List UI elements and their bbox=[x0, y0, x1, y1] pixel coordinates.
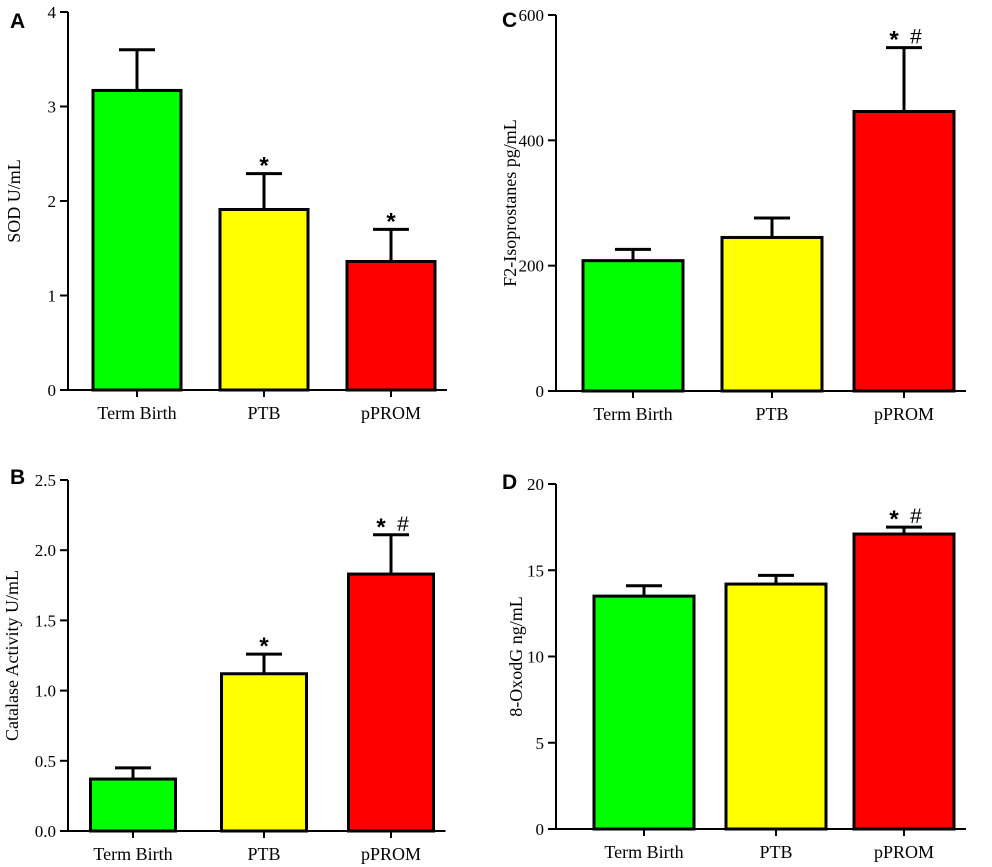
x-tick-label: Term Birth bbox=[593, 404, 672, 424]
significance-hash: # bbox=[910, 26, 922, 49]
x-tick-label: pPROM bbox=[874, 404, 934, 424]
error-bar bbox=[373, 533, 409, 575]
y-axis-label: F2-Isoprostanes pg/mL bbox=[500, 119, 520, 286]
panel-b: B Term Birth * PTB * # pPROM 0.0 0.5 1.0 1.5 2.0 2.5… bbox=[2, 466, 446, 864]
y-tick-label: 20 bbox=[527, 475, 544, 494]
bar-pprom bbox=[852, 532, 956, 831]
y-tick-label: 10 bbox=[527, 648, 544, 667]
y-tick-label: 2 bbox=[48, 192, 57, 211]
y-tick-label: 1.5 bbox=[35, 611, 56, 630]
error-bar bbox=[615, 247, 651, 261]
y-tick-label: 5 bbox=[536, 734, 545, 753]
y-axis-label: SOD U/mL bbox=[4, 159, 24, 243]
x-tick-label: pPROM bbox=[874, 842, 934, 862]
significance-marker: * bbox=[889, 506, 899, 533]
significance-marker: * bbox=[259, 153, 269, 180]
y-tick-label: 600 bbox=[519, 6, 545, 25]
x-tick-label: pPROM bbox=[361, 403, 421, 423]
bar-term-birth bbox=[89, 777, 177, 833]
significance-hash: # bbox=[910, 505, 922, 528]
y-tick-label: 3 bbox=[48, 98, 57, 117]
y-tick-label: 2.5 bbox=[35, 471, 56, 490]
bar-ptb bbox=[218, 208, 310, 392]
y-tick-label: 15 bbox=[527, 561, 544, 580]
y-axis-label: 8-OxodG ng/mL bbox=[506, 596, 526, 717]
error-bar bbox=[119, 48, 155, 91]
x-tick-label: Term Birth bbox=[97, 403, 176, 423]
error-bar bbox=[246, 652, 282, 674]
bar-term-birth bbox=[581, 259, 685, 393]
panel-letter: A bbox=[10, 10, 25, 33]
y-tick-label: 0 bbox=[536, 820, 545, 839]
significance-marker: * bbox=[376, 514, 386, 541]
x-tick-label: PTB bbox=[759, 842, 792, 862]
bar-term-birth bbox=[592, 594, 696, 831]
significance-marker: * bbox=[889, 27, 899, 54]
error-bar bbox=[754, 216, 790, 238]
error-bar bbox=[246, 172, 282, 210]
error-bar bbox=[758, 573, 794, 585]
panel-letter: D bbox=[502, 471, 517, 494]
error-bar bbox=[886, 525, 922, 535]
panel-letter: B bbox=[10, 466, 25, 489]
y-tick-label: 2.0 bbox=[35, 541, 56, 560]
panel-letter: C bbox=[502, 9, 517, 32]
x-tick-label: PTB bbox=[755, 404, 788, 424]
panel-a: A Term Birth * PTB * pPROM 0 1 2 3 4 SOD U/mL bbox=[4, 3, 447, 423]
x-tick-label: Term Birth bbox=[93, 844, 172, 864]
y-tick-label: 0.0 bbox=[35, 822, 56, 841]
y-tick-label: 0.5 bbox=[35, 752, 56, 771]
y-tick-label: 200 bbox=[519, 257, 545, 276]
significance-hash: # bbox=[397, 513, 409, 536]
y-tick-label: 1.0 bbox=[35, 682, 56, 701]
error-bar bbox=[373, 227, 409, 262]
bar-ptb bbox=[220, 672, 308, 833]
y-tick-label: 400 bbox=[519, 131, 545, 150]
panel-c: C Term Birth PTB * # pPROM 0 200 400 600 F2-Isopro… bbox=[500, 6, 966, 424]
error-bar bbox=[886, 46, 922, 112]
x-tick-label: pPROM bbox=[361, 844, 421, 864]
bar-ptb bbox=[720, 235, 824, 393]
x-tick-label: Term Birth bbox=[604, 842, 683, 862]
bar-pprom bbox=[345, 259, 437, 392]
significance-marker: * bbox=[386, 208, 396, 235]
bar-term-birth bbox=[91, 88, 183, 392]
error-bar bbox=[626, 584, 662, 597]
x-tick-label: PTB bbox=[247, 844, 280, 864]
bar-pprom bbox=[852, 110, 956, 393]
y-tick-label: 1 bbox=[48, 287, 57, 306]
y-tick-label: 0 bbox=[536, 382, 545, 401]
bar-ptb bbox=[724, 582, 828, 831]
error-bar bbox=[115, 766, 151, 780]
y-tick-label: 0 bbox=[48, 381, 57, 400]
panel-d: D Term Birth PTB * # pPROM 0 5 10 15 20 8-OxodG ng/… bbox=[502, 471, 966, 862]
y-axis-label: Catalase Activity U/mL bbox=[2, 570, 22, 741]
significance-marker: * bbox=[259, 633, 269, 660]
x-tick-label: PTB bbox=[247, 403, 280, 423]
y-tick-label: 4 bbox=[48, 3, 57, 22]
bar-pprom bbox=[347, 572, 435, 833]
